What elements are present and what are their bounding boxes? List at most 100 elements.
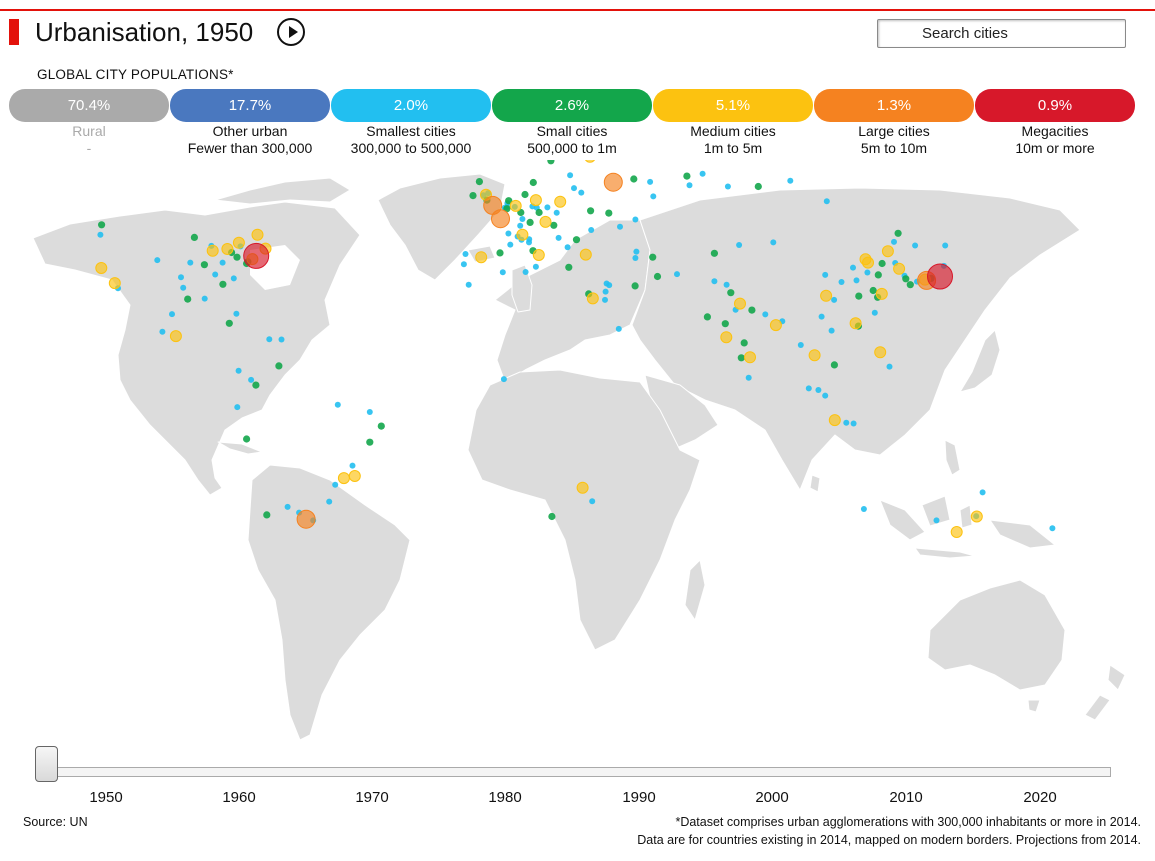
- city-marker[interactable]: [744, 351, 756, 364]
- city-marker[interactable]: [248, 376, 255, 383]
- city-marker[interactable]: [615, 325, 622, 332]
- city-marker[interactable]: [517, 222, 524, 229]
- city-marker[interactable]: [584, 160, 596, 163]
- city-marker[interactable]: [505, 230, 512, 237]
- city-marker[interactable]: [815, 387, 822, 393]
- city-marker[interactable]: [275, 362, 283, 370]
- city-marker[interactable]: [686, 182, 693, 189]
- world-map[interactable]: [0, 160, 1155, 745]
- city-marker[interactable]: [539, 215, 552, 228]
- legend-smallest-cities[interactable]: 2.0% Smallest cities 300,000 to 500,000: [331, 89, 491, 157]
- city-marker[interactable]: [555, 234, 562, 241]
- city-marker[interactable]: [469, 192, 477, 200]
- city-marker[interactable]: [230, 275, 237, 282]
- city-marker[interactable]: [906, 281, 914, 289]
- city-marker[interactable]: [893, 262, 906, 275]
- city-marker[interactable]: [554, 195, 567, 208]
- city-marker[interactable]: [572, 236, 581, 244]
- city-marker[interactable]: [822, 392, 829, 399]
- city-marker[interactable]: [337, 472, 350, 485]
- play-button[interactable]: [277, 18, 305, 46]
- city-marker[interactable]: [460, 261, 467, 268]
- city-marker[interactable]: [332, 481, 339, 488]
- city-marker[interactable]: [159, 328, 166, 335]
- city-marker[interactable]: [529, 194, 542, 207]
- city-marker[interactable]: [822, 271, 829, 278]
- city-marker[interactable]: [950, 526, 963, 538]
- city-marker[interactable]: [830, 361, 839, 369]
- legend-medium-cities[interactable]: 5.1% Medium cities 1m to 5m: [653, 89, 813, 157]
- city-marker[interactable]: [855, 292, 863, 300]
- city-marker[interactable]: [589, 498, 596, 505]
- city-marker[interactable]: [522, 269, 529, 275]
- city-marker[interactable]: [206, 244, 219, 257]
- city-marker[interactable]: [225, 319, 233, 327]
- city-marker[interactable]: [862, 256, 874, 269]
- city-marker[interactable]: [519, 216, 526, 222]
- city-marker[interactable]: [745, 374, 752, 381]
- city-marker[interactable]: [843, 419, 850, 426]
- city-marker[interactable]: [727, 289, 735, 297]
- city-marker[interactable]: [169, 311, 175, 318]
- city-marker[interactable]: [243, 435, 251, 443]
- city-marker[interactable]: [505, 197, 513, 205]
- legend-small-cities[interactable]: 2.6% Small cities 500,000 to 1m: [492, 89, 652, 157]
- city-marker[interactable]: [886, 363, 893, 370]
- city-marker[interactable]: [723, 281, 730, 288]
- city-marker[interactable]: [740, 339, 748, 347]
- city-marker[interactable]: [737, 354, 745, 362]
- city-marker[interactable]: [586, 292, 599, 305]
- city-marker[interactable]: [828, 414, 841, 427]
- city-marker[interactable]: [284, 503, 291, 510]
- city-marker[interactable]: [219, 259, 226, 266]
- timeline-track[interactable]: [40, 767, 1111, 777]
- city-marker[interactable]: [201, 295, 208, 302]
- city-marker[interactable]: [653, 272, 662, 281]
- timeline-handle[interactable]: [35, 746, 58, 782]
- city-marker[interactable]: [850, 420, 857, 427]
- city-marker[interactable]: [184, 295, 192, 303]
- city-marker[interactable]: [212, 271, 219, 278]
- city-marker[interactable]: [820, 289, 833, 302]
- city-marker[interactable]: [805, 385, 812, 392]
- city-marker[interactable]: [605, 209, 613, 217]
- city-marker[interactable]: [894, 229, 902, 237]
- city-marker[interactable]: [235, 367, 242, 374]
- city-marker[interactable]: [674, 271, 680, 278]
- city-marker[interactable]: [266, 336, 273, 343]
- city-marker[interactable]: [588, 227, 595, 233]
- city-marker[interactable]: [233, 253, 241, 261]
- city-marker[interactable]: [544, 204, 551, 211]
- legend-megacities[interactable]: 0.9% Megacities 10m or more: [975, 89, 1135, 157]
- city-marker[interactable]: [526, 218, 534, 226]
- city-marker[interactable]: [933, 517, 940, 524]
- city-marker[interactable]: [736, 242, 743, 248]
- city-marker[interactable]: [942, 242, 949, 249]
- city-marker[interactable]: [97, 231, 104, 238]
- city-marker[interactable]: [232, 236, 245, 249]
- city-marker[interactable]: [823, 198, 830, 205]
- city-marker[interactable]: [970, 510, 983, 523]
- city-marker[interactable]: [849, 317, 862, 330]
- city-marker[interactable]: [754, 182, 762, 191]
- city-marker[interactable]: [734, 297, 746, 310]
- city-marker[interactable]: [219, 280, 227, 288]
- city-marker[interactable]: [874, 346, 887, 359]
- city-marker[interactable]: [576, 481, 589, 494]
- city-marker[interactable]: [617, 223, 623, 230]
- city-marker[interactable]: [243, 242, 270, 269]
- city-marker[interactable]: [532, 249, 545, 261]
- city-marker[interactable]: [278, 336, 285, 343]
- city-marker[interactable]: [721, 320, 729, 328]
- city-marker[interactable]: [762, 311, 769, 318]
- city-marker[interactable]: [571, 185, 577, 192]
- city-marker[interactable]: [550, 221, 558, 229]
- city-marker[interactable]: [871, 309, 878, 316]
- city-marker[interactable]: [491, 209, 510, 229]
- city-marker[interactable]: [724, 183, 731, 190]
- city-marker[interactable]: [465, 281, 472, 288]
- search-input[interactable]: [877, 19, 1126, 48]
- city-marker[interactable]: [828, 327, 835, 334]
- city-marker[interactable]: [500, 376, 507, 383]
- city-marker[interactable]: [633, 248, 640, 255]
